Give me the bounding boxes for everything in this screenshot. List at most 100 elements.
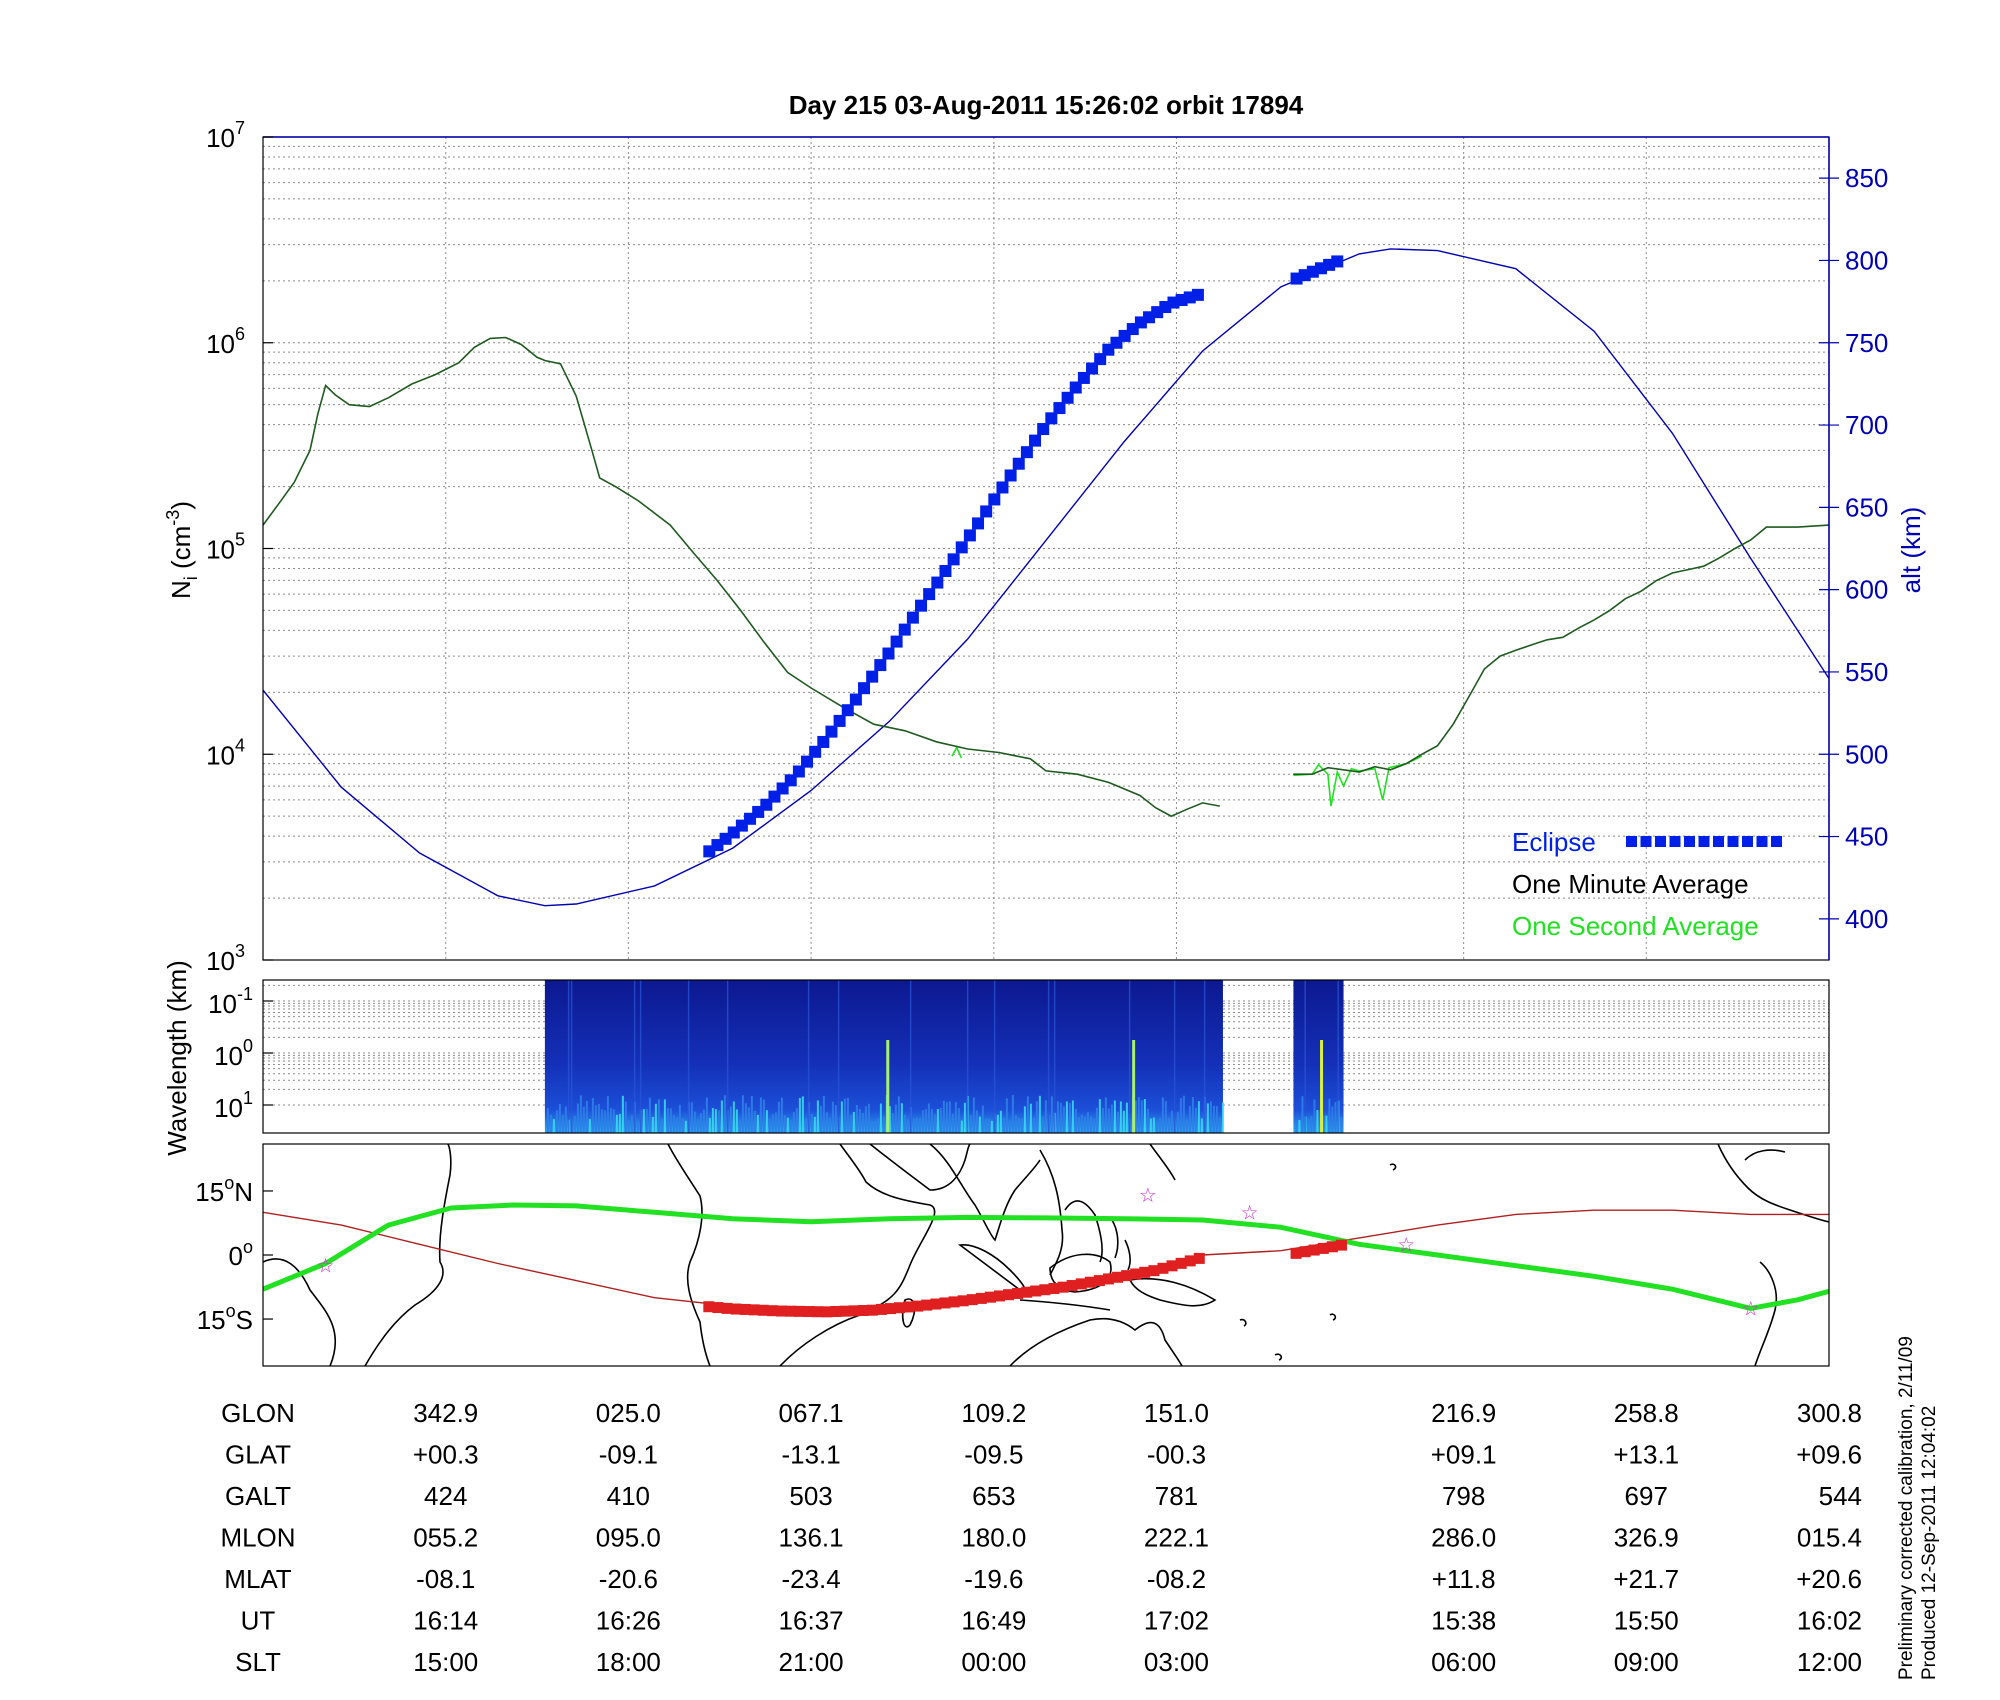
eclipse-marker [923,588,936,601]
spectrogram-streak [861,1112,864,1133]
map-tracks: ☆ ☆ ☆ ☆ ☆ [263,1185,1829,1320]
spectrogram-streak [867,1103,870,1133]
spectrogram-streak [780,1097,783,1133]
spectrogram-streak [954,1102,957,1133]
spectrogram-streak [549,1114,552,1133]
spectrogram-streak [1005,1098,1008,1133]
spectrogram-streak [1155,1120,1158,1133]
spectrogram-streak [849,1114,852,1133]
spectrogram-streak [768,1118,771,1133]
spectrogram-streak [1122,1110,1125,1133]
table-cell: 16:02 [1797,1606,1862,1636]
alt-tick-label: 700 [1845,410,1888,440]
spectrogram-streak [1206,1103,1209,1133]
spectrogram-streak [1328,1098,1331,1133]
eclipse-marker [906,611,919,624]
map-eclipse-marker [1102,1273,1114,1285]
table-cell: 00:00 [961,1647,1026,1677]
spectrogram-streak [822,1095,825,1133]
eclipse-marker [898,623,911,636]
spectrogram-streak [1170,1110,1173,1133]
spectrogram-streak [1080,1114,1083,1133]
spectrogram-streak [795,1108,798,1133]
spectrogram-streak [1298,1119,1301,1133]
spectrogram-streak [882,1116,885,1133]
table-row-label: GLON [221,1398,295,1428]
spectrogram-streak [1017,1117,1020,1133]
legend-eclipse-square [1742,836,1753,847]
spectrogram-streak [1194,1107,1197,1133]
spectrogram-streak [1026,1096,1029,1133]
spectrogram-vertical [1337,980,1339,1133]
spectrogram-streak [1152,1117,1155,1133]
spectrogram-streak [690,1102,693,1133]
map-eclipse-marker [839,1305,851,1317]
table-cell: 424 [424,1481,467,1511]
map-eclipse-marker [748,1304,760,1316]
table-cell: 798 [1442,1481,1485,1511]
spectrogram-streak [558,1103,561,1133]
spectrogram-streak [1116,1111,1119,1133]
map-eclipse-marker [884,1303,896,1315]
table-cell: -08.2 [1147,1564,1206,1594]
spectrogram-streak [1074,1108,1077,1133]
alt-tick-label: 500 [1845,739,1888,769]
table-cell: 286.0 [1431,1523,1496,1553]
table-cell: 544 [1819,1481,1862,1511]
spectrogram-streak [1185,1119,1188,1133]
spectrogram-spike [1132,1040,1136,1133]
table-cell: 151.0 [1144,1398,1209,1428]
spectrogram-streak [1197,1101,1200,1133]
map-eclipse-marker [894,1302,906,1314]
spectrogram-streak [582,1106,585,1133]
spectrogram-streak [930,1108,933,1133]
spectrogram-streak [1068,1103,1071,1133]
spectrogram-streak [912,1118,915,1133]
spectrogram-streak [546,1108,549,1133]
spectrogram-streak [1146,1108,1149,1133]
table-cell: -13.1 [781,1440,840,1470]
spectrogram-streak [705,1097,708,1133]
spectrogram-vertical [993,980,996,1133]
density-tick-label: 107 [206,118,245,153]
spectrogram-frame [262,979,1830,1134]
spectrogram-streak [840,1101,843,1133]
map-eclipse-marker [803,1306,815,1318]
spectrogram-streak [720,1100,723,1133]
legend-eclipse-square [1655,836,1666,847]
table-cell: 12:00 [1797,1647,1862,1677]
spectrogram-streak [927,1103,930,1133]
table-cell: 300.8 [1797,1398,1862,1428]
map-eclipse-marker [757,1304,769,1316]
spectrogram-streak [651,1116,654,1133]
spectrogram-streak [945,1102,948,1133]
map-panel: ☆ ☆ ☆ ☆ ☆ 15oN 0o 15oS [195,1143,1830,1367]
density-series [263,248,1829,907]
table-cell: +09.6 [1796,1440,1862,1470]
map-eclipse-marker [1184,1255,1196,1267]
map-eclipse-marker [1021,1286,1033,1298]
spectrogram-streak [963,1102,966,1133]
table-cell: +00.3 [413,1440,479,1470]
spectrogram-streak [1307,1117,1310,1133]
map-eclipse-marker [939,1297,951,1309]
eclipse-marker [980,505,993,518]
table-cell: 16:37 [779,1606,844,1636]
legend-eclipse-square [1669,836,1681,847]
eclipse-marker [866,670,879,683]
spectrogram-streak [1014,1115,1017,1133]
spectrogram-streak [1110,1104,1113,1133]
spectrogram-streak [1002,1117,1005,1133]
table-cell: 15:38 [1431,1606,1496,1636]
spectrogram-streak [894,1104,897,1133]
spectrogram-streak [693,1111,696,1133]
spectrogram-streak [756,1114,759,1133]
spectrogram-streak [1158,1117,1161,1133]
spectrogram-streak [672,1115,675,1133]
map-eclipse-marker [1175,1257,1187,1269]
spectrogram-streak [708,1117,711,1133]
spectrogram-streak [858,1108,861,1133]
spectrogram-streak [1310,1115,1313,1133]
table-cell: -20.6 [599,1564,658,1594]
